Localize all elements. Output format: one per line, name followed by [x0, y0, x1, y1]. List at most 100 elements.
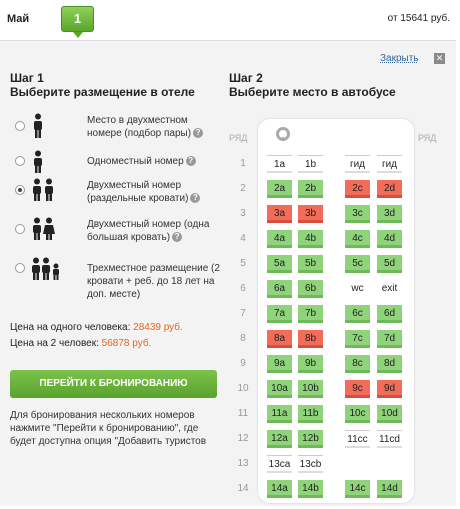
seat[interactable]: 7d: [377, 330, 402, 348]
row-number: 5: [240, 258, 246, 269]
seat[interactable]: 2b: [298, 180, 323, 198]
seat: 2d: [377, 180, 402, 198]
seat[interactable]: 14c: [345, 480, 370, 498]
close-link[interactable]: Закрыть: [380, 53, 419, 64]
seat[interactable]: 4c: [345, 230, 370, 248]
seat[interactable]: 11b: [298, 405, 323, 423]
seat: 13cb: [298, 455, 323, 473]
price-two-people: Цена на 2 человек: 56878 руб.: [10, 338, 152, 349]
row-number: 6: [240, 283, 246, 294]
top-bar: Май 1 от 15641 руб.: [0, 0, 460, 40]
seat[interactable]: 8d: [377, 355, 402, 373]
seat[interactable]: 5b: [298, 255, 323, 273]
seat: 9c: [345, 380, 370, 398]
step1-subtitle: Выберите размещение в отеле: [10, 85, 195, 99]
seat[interactable]: 14a: [267, 480, 292, 498]
help-icon[interactable]: ?: [193, 128, 204, 139]
price-from: от 15641 руб.: [387, 13, 450, 24]
seat: 9d: [377, 380, 402, 398]
day-tab[interactable]: 1: [61, 6, 94, 38]
row-number: 13: [237, 458, 249, 469]
couple-icon: [33, 217, 55, 240]
seat: 2c: [345, 180, 370, 198]
seat[interactable]: 10b: [298, 380, 323, 398]
seat[interactable]: 7a: [267, 305, 292, 323]
seat[interactable]: 5d: [377, 255, 402, 273]
seat[interactable]: 12a: [267, 430, 292, 448]
seat[interactable]: 14d: [377, 480, 402, 498]
seat[interactable]: 6c: [345, 305, 370, 323]
radio-triple[interactable]: [15, 263, 25, 273]
help-icon[interactable]: ?: [185, 156, 196, 167]
seat[interactable]: 4a: [267, 230, 292, 248]
row-number: 11: [237, 408, 249, 419]
seat[interactable]: 6a: [267, 280, 292, 298]
row-number: 3: [240, 208, 246, 219]
single-person-icon: [34, 113, 42, 138]
radio-double-bed[interactable]: [15, 224, 25, 234]
row-number: 7: [240, 308, 246, 319]
row-number: 14: [237, 483, 249, 494]
book-button[interactable]: ПЕРЕЙТИ К БРОНИРОВАНИЮ: [10, 370, 217, 398]
seat: 1b: [298, 155, 323, 173]
seat[interactable]: 3c: [345, 205, 370, 223]
seat: 3b: [298, 205, 323, 223]
row-number: 8: [240, 333, 246, 344]
row-number: 4: [240, 233, 246, 244]
option-label: Двухместный номер (раздельные кровати)?: [87, 179, 222, 205]
seat[interactable]: 11a: [267, 405, 292, 423]
seat: гид: [345, 155, 370, 173]
radio-single-room[interactable]: [15, 156, 25, 166]
option-label: Трехместное размещение (2 кровати + реб.…: [87, 263, 220, 300]
price-two-people-value: 56878 руб.: [101, 338, 152, 349]
month-label: Май: [7, 13, 30, 25]
row-number: 1: [240, 158, 246, 169]
seat[interactable]: 2a: [267, 180, 292, 198]
seat[interactable]: 6d: [377, 305, 402, 323]
seat[interactable]: 5a: [267, 255, 292, 273]
seat[interactable]: 10a: [267, 380, 292, 398]
seat[interactable]: 4b: [298, 230, 323, 248]
single-person-icon: [34, 150, 42, 173]
seat[interactable]: 9b: [298, 355, 323, 373]
seat[interactable]: 7b: [298, 305, 323, 323]
seat[interactable]: 4d: [377, 230, 402, 248]
option-label: Одноместный номер?: [87, 155, 222, 168]
seat[interactable]: 5c: [345, 255, 370, 273]
step2-subtitle: Выберите место в автобусе: [229, 85, 396, 99]
seat[interactable]: 9a: [267, 355, 292, 373]
bus-label: exit: [381, 283, 398, 294]
seat[interactable]: 14b: [298, 480, 323, 498]
price-per-person: Цена на одного человека: 28439 руб.: [10, 322, 183, 333]
seat: 11cd: [377, 430, 402, 448]
help-icon[interactable]: ?: [172, 232, 183, 243]
help-icon[interactable]: ?: [190, 193, 201, 204]
seat[interactable]: 6b: [298, 280, 323, 298]
two-persons-icon: [33, 178, 53, 201]
row-number: 2: [240, 183, 246, 194]
seat: 3a: [267, 205, 292, 223]
step2-header: Шаг 2 Выберите место в автобусе: [229, 71, 396, 99]
radio-shared-double[interactable]: [15, 121, 25, 131]
step1-title: Шаг 1: [10, 71, 44, 85]
seat: 8b: [298, 330, 323, 348]
seat[interactable]: 12b: [298, 430, 323, 448]
seat[interactable]: 10d: [377, 405, 402, 423]
seat[interactable]: 8c: [345, 355, 370, 373]
step1-header: Шаг 1 Выберите размещение в отеле: [10, 71, 195, 99]
close-icon[interactable]: ✕: [434, 53, 445, 64]
row-number: 9: [240, 358, 246, 369]
seat[interactable]: 10c: [345, 405, 370, 423]
seat: 1a: [267, 155, 292, 173]
row-number: 10: [237, 383, 249, 394]
price-per-person-value: 28439 руб.: [133, 322, 183, 333]
seat: гид: [377, 155, 402, 173]
seat[interactable]: 3d: [377, 205, 402, 223]
row-header-left: РЯД: [229, 133, 248, 143]
seat[interactable]: 7c: [345, 330, 370, 348]
radio-twin-room[interactable]: [15, 185, 25, 195]
seat: 13ca: [267, 455, 292, 473]
step2-title: Шаг 2: [229, 71, 263, 85]
row-header-right: РЯД: [418, 133, 437, 143]
steering-wheel-icon: [276, 127, 290, 141]
